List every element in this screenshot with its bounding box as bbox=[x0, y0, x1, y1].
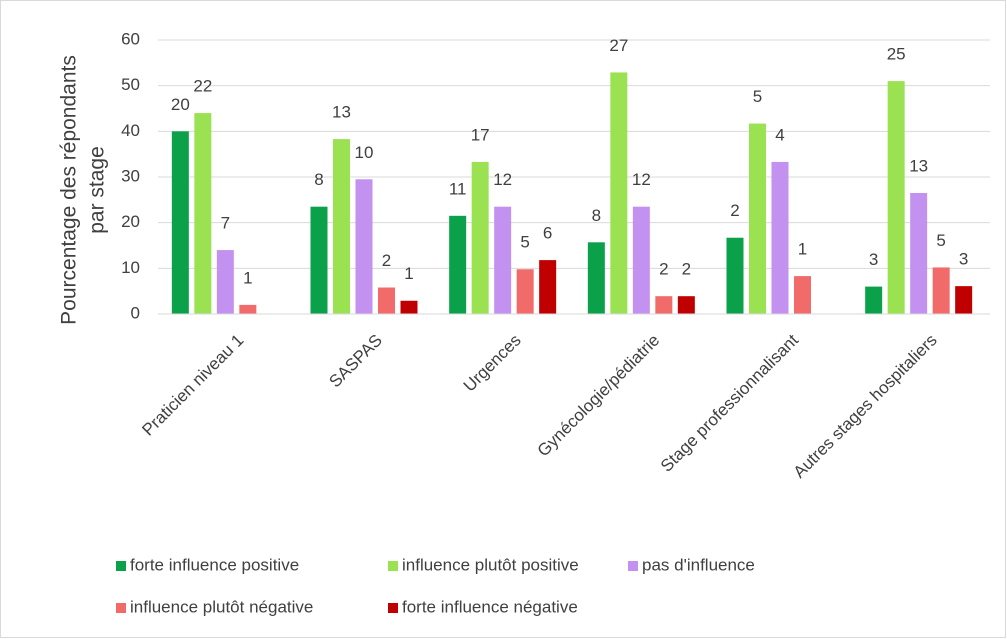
data-label: 13 bbox=[332, 103, 351, 122]
bar bbox=[910, 192, 928, 314]
bar bbox=[632, 206, 650, 314]
legend-label: pas d'influence bbox=[642, 555, 755, 574]
data-label: 10 bbox=[355, 143, 374, 162]
data-label: 27 bbox=[609, 36, 628, 55]
data-label: 11 bbox=[449, 179, 467, 198]
data-label: 2 bbox=[659, 260, 668, 279]
bar bbox=[333, 139, 350, 314]
data-label: 2 bbox=[730, 201, 739, 220]
data-label: 1 bbox=[243, 268, 252, 287]
y-tick-label: 60 bbox=[121, 29, 140, 48]
bar bbox=[932, 267, 950, 314]
y-axis-title: par stage bbox=[86, 146, 109, 234]
bar bbox=[171, 131, 189, 314]
bar bbox=[216, 250, 234, 314]
bar bbox=[726, 237, 744, 314]
bar bbox=[471, 161, 489, 314]
bar bbox=[194, 113, 212, 314]
data-label: 5 bbox=[753, 87, 762, 106]
bar bbox=[587, 242, 605, 314]
y-tick-label: 40 bbox=[121, 121, 140, 140]
bar bbox=[677, 296, 695, 314]
data-label: 1 bbox=[798, 240, 807, 259]
bar bbox=[865, 286, 883, 314]
legend-label: influence plutôt positive bbox=[402, 555, 579, 574]
data-label: 20 bbox=[171, 95, 190, 114]
data-label: 17 bbox=[471, 125, 490, 144]
legend-label: influence plutôt négative bbox=[130, 597, 313, 616]
bar bbox=[539, 260, 557, 314]
y-tick-label: 20 bbox=[121, 212, 140, 231]
data-label: 12 bbox=[632, 170, 651, 189]
bar bbox=[887, 81, 905, 314]
legend-marker bbox=[388, 603, 398, 613]
data-label: 5 bbox=[520, 233, 529, 252]
bar bbox=[239, 304, 257, 314]
data-label: 1 bbox=[404, 264, 413, 283]
bar bbox=[610, 72, 628, 314]
legend-marker bbox=[116, 603, 126, 613]
data-label: 5 bbox=[936, 231, 945, 250]
data-label: 12 bbox=[493, 170, 512, 189]
data-label: 6 bbox=[543, 224, 552, 243]
data-label: 22 bbox=[193, 77, 212, 96]
legend-label: forte influence négative bbox=[402, 597, 578, 616]
bar bbox=[310, 206, 328, 314]
y-tick-label: 30 bbox=[121, 166, 140, 185]
legend-marker bbox=[388, 561, 398, 571]
data-label: 25 bbox=[887, 45, 906, 64]
data-label: 13 bbox=[909, 156, 928, 175]
data-label: 2 bbox=[682, 260, 691, 279]
data-label: 4 bbox=[775, 125, 784, 144]
legend-label: forte influence positive bbox=[130, 555, 299, 574]
bar bbox=[749, 123, 766, 314]
y-tick-label: 0 bbox=[131, 303, 140, 322]
y-axis-title: Pourcentage des répondants bbox=[58, 55, 81, 325]
bar bbox=[655, 296, 673, 314]
bar bbox=[955, 286, 973, 314]
bar bbox=[494, 206, 512, 314]
data-label: 3 bbox=[959, 250, 968, 269]
data-label: 3 bbox=[869, 250, 878, 269]
legend-marker bbox=[116, 561, 126, 571]
data-label: 2 bbox=[382, 251, 391, 270]
bar bbox=[794, 276, 811, 314]
bar bbox=[355, 179, 373, 314]
data-label: 8 bbox=[592, 206, 601, 225]
y-tick-label: 50 bbox=[121, 75, 140, 94]
y-tick-label: 10 bbox=[121, 258, 140, 277]
bar bbox=[378, 287, 395, 314]
bar bbox=[516, 269, 534, 314]
legend-marker bbox=[628, 561, 638, 571]
bar bbox=[449, 215, 467, 314]
bar bbox=[400, 300, 418, 314]
bar bbox=[771, 161, 789, 314]
data-label: 7 bbox=[221, 214, 230, 233]
data-label: 8 bbox=[314, 170, 323, 189]
